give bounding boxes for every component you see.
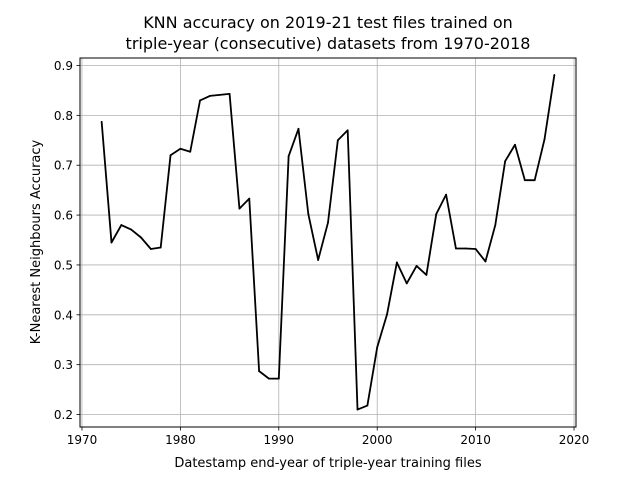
data-point: [504, 160, 507, 163]
y-axis-label: K-Nearest Neighbours Accuracy: [29, 139, 44, 344]
data-point: [297, 127, 300, 130]
data-point: [120, 224, 123, 226]
data-point: [464, 247, 467, 250]
data-point: [149, 248, 152, 250]
y-tick-label: 0.9: [54, 59, 73, 73]
y-tick-label: 0.5: [54, 258, 73, 272]
ticks: 1970 1980 1990 2000 2010 2020 0.2 0.3 0.4 0.5 0.6 0…: [54, 59, 589, 447]
data-point: [248, 197, 251, 200]
data-point: [218, 94, 221, 96]
data-point: [317, 259, 320, 261]
data-point: [228, 93, 231, 95]
grid: [80, 58, 576, 427]
data-point: [336, 139, 339, 142]
data-point: [307, 213, 310, 215]
x-axis-label: Datestamp end-year of triple-year traini…: [174, 456, 482, 471]
data-point: [425, 274, 428, 276]
data-point: [169, 154, 172, 157]
x-tick-label: 2020: [559, 433, 590, 447]
x-tick-label: 2000: [362, 433, 393, 447]
data-point: [140, 236, 142, 239]
y-tick-label: 0.8: [54, 109, 73, 123]
data-point: [346, 129, 349, 132]
data-point: [287, 155, 290, 158]
data-point: [179, 147, 182, 150]
data-point: [523, 179, 526, 182]
data-point: [484, 260, 487, 263]
data-point: [405, 282, 408, 285]
data-point: [494, 224, 497, 226]
data-point: [258, 370, 261, 373]
data-point: [100, 120, 103, 123]
y-tick-label: 0.7: [54, 159, 73, 173]
data-point: [514, 143, 516, 146]
data-point: [553, 74, 556, 76]
data-point: [395, 261, 398, 264]
plot-frame: [79, 57, 577, 428]
y-tick-label: 0.6: [54, 209, 73, 223]
x-tick-label: 1980: [165, 433, 196, 447]
data-point: [159, 246, 162, 249]
data-point: [455, 247, 457, 250]
data-point: [445, 193, 447, 196]
data-point: [376, 346, 379, 349]
data-point: [277, 377, 280, 380]
y-tick-label: 0.3: [54, 358, 73, 372]
data-point: [356, 408, 359, 411]
chart-title-line-1: KNN accuracy on 2019-21 test files train…: [143, 13, 513, 32]
data-point: [209, 94, 211, 97]
x-tick-label: 1990: [264, 433, 295, 447]
data-point: [268, 377, 270, 380]
data-point: [474, 248, 477, 250]
y-tick-label: 0.2: [54, 408, 73, 422]
data-point: [435, 213, 438, 215]
data-point: [415, 265, 418, 267]
data-point: [130, 228, 133, 231]
data-point: [238, 207, 241, 210]
chart-title-line-2: triple-year (consecutive) datasets from …: [126, 34, 531, 53]
data-point: [189, 150, 192, 153]
data-point: [533, 179, 536, 182]
data-point: [366, 404, 369, 407]
data-point: [110, 241, 113, 244]
x-tick-label: 1970: [67, 433, 98, 447]
x-tick-label: 2010: [460, 433, 491, 447]
data-point: [327, 221, 329, 224]
y-tick-label: 0.4: [54, 308, 73, 322]
data-point: [386, 313, 388, 316]
data-point: [199, 99, 201, 102]
data-point: [543, 138, 546, 141]
plot-line-group: [100, 74, 556, 411]
